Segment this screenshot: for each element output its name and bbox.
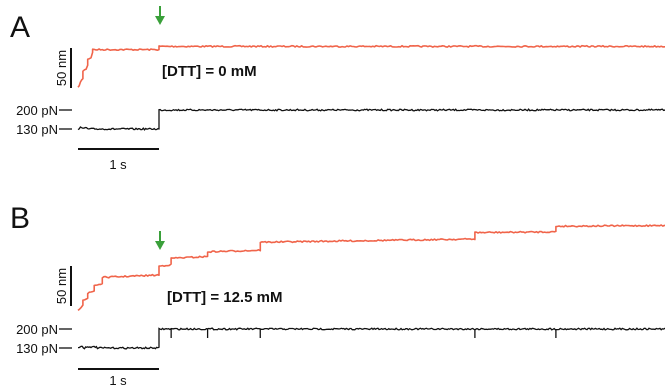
arrow-icon-a [155, 6, 165, 25]
force-tick-200-a: 200 pN [16, 103, 58, 118]
extension-scale-label-a: 50 nm [54, 50, 69, 86]
panel-letter-a: A [10, 11, 30, 44]
dtt-annotation-b: [DTT] = 12.5 mM [167, 289, 282, 306]
time-scale-label-b: 1 s [109, 373, 127, 387]
force-tick-130-a: 130 pN [16, 122, 58, 137]
time-scale-label-a: 1 s [109, 157, 127, 172]
panel-letter-b: B [10, 202, 30, 235]
dtt-annotation-a: [DTT] = 0 mM [162, 63, 257, 80]
extension-trace-b [77, 224, 665, 312]
arrow-icon-b [155, 231, 165, 250]
extension-trace-a [77, 44, 665, 88]
panel-a: A 50 nm [DTT] = 0 mM 200 pN 130 pN 1 s [10, 6, 665, 172]
force-tick-130-b: 130 pN [16, 341, 58, 356]
force-trace-b [78, 327, 665, 350]
force-trace-a [77, 108, 665, 131]
panel-b: B 50 nm [DTT] = 12.5 mM 200 pN 130 pN 1 … [10, 202, 665, 387]
force-tick-200-b: 200 pN [16, 322, 58, 337]
force-event-ticks-b [170, 329, 557, 338]
extension-scale-label-b: 50 nm [54, 268, 69, 304]
